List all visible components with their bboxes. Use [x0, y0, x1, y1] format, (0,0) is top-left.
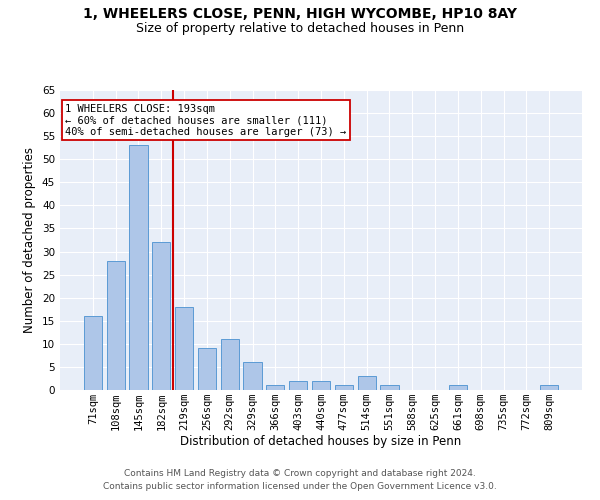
Bar: [152, 242, 170, 390]
Text: Distribution of detached houses by size in Penn: Distribution of detached houses by size …: [181, 435, 461, 448]
Bar: [175, 307, 193, 390]
Text: Size of property relative to detached houses in Penn: Size of property relative to detached ho…: [136, 22, 464, 35]
Text: Contains public sector information licensed under the Open Government Licence v3: Contains public sector information licen…: [103, 482, 497, 491]
Bar: [380, 386, 398, 390]
Bar: [449, 386, 467, 390]
Bar: [266, 386, 284, 390]
Bar: [107, 261, 125, 390]
Bar: [198, 348, 216, 390]
Bar: [84, 316, 102, 390]
Bar: [289, 381, 307, 390]
Bar: [540, 386, 558, 390]
Y-axis label: Number of detached properties: Number of detached properties: [23, 147, 37, 333]
Text: Contains HM Land Registry data © Crown copyright and database right 2024.: Contains HM Land Registry data © Crown c…: [124, 468, 476, 477]
Bar: [312, 381, 330, 390]
Bar: [358, 376, 376, 390]
Bar: [244, 362, 262, 390]
Bar: [221, 339, 239, 390]
Bar: [130, 146, 148, 390]
Text: 1, WHEELERS CLOSE, PENN, HIGH WYCOMBE, HP10 8AY: 1, WHEELERS CLOSE, PENN, HIGH WYCOMBE, H…: [83, 8, 517, 22]
Text: 1 WHEELERS CLOSE: 193sqm
← 60% of detached houses are smaller (111)
40% of semi-: 1 WHEELERS CLOSE: 193sqm ← 60% of detach…: [65, 104, 346, 136]
Bar: [335, 386, 353, 390]
